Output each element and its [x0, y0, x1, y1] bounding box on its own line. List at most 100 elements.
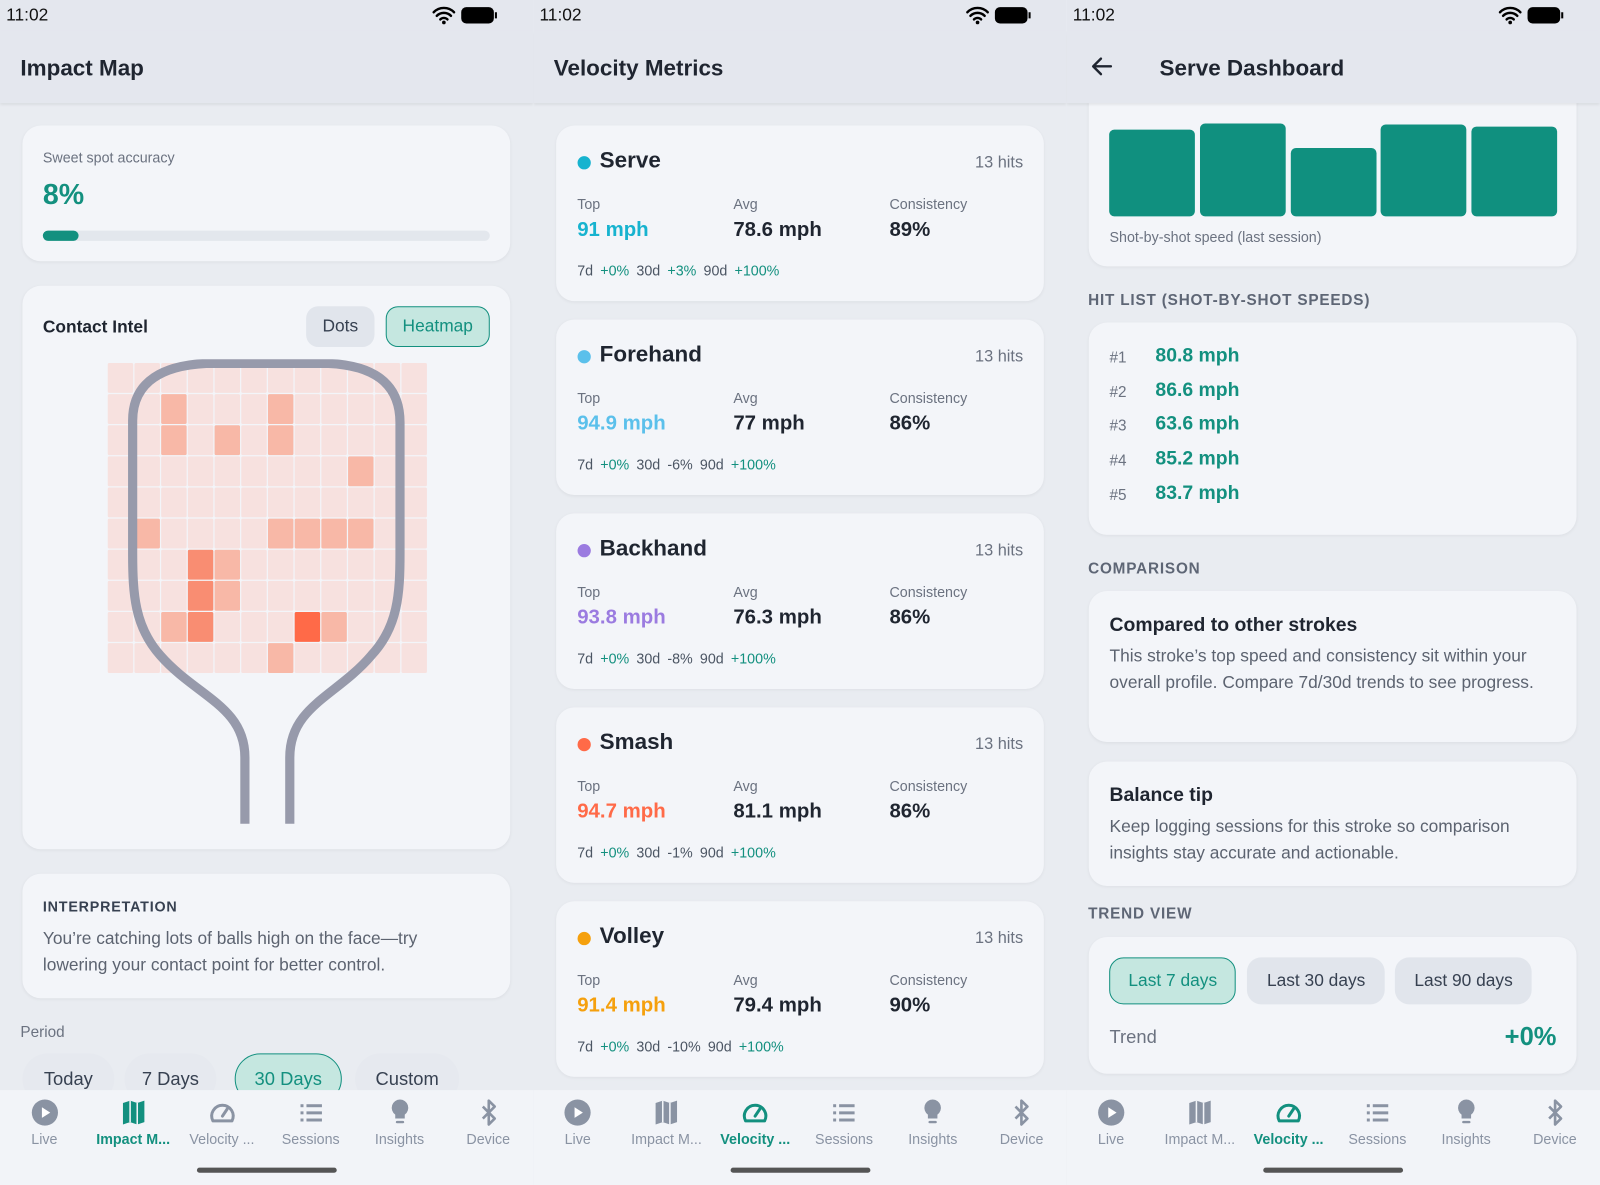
heatmap-cell — [134, 456, 160, 487]
trend-row: 7d +0% 30d -6% 90d +100% — [577, 456, 783, 472]
d7-label: 7d — [577, 844, 594, 861]
nav-item-impact-m[interactable]: Impact M... — [89, 1098, 178, 1147]
nav-item-impact-m[interactable]: Impact M... — [1155, 1098, 1244, 1147]
hit-rank: #5 — [1109, 486, 1127, 505]
heatmap-cell — [401, 580, 427, 611]
nav-label: Device — [1533, 1130, 1577, 1148]
heatmap-cell — [187, 456, 214, 487]
heatmap-cell — [294, 549, 321, 580]
nav-item-sessions[interactable]: Sessions — [800, 1098, 889, 1147]
heatmap-cell — [214, 612, 241, 642]
list-icon — [1366, 1104, 1389, 1122]
d90-change: +100% — [738, 1038, 784, 1055]
bottom-nav: Live Impact M... Velocity ... Sessions Insig… — [0, 1090, 534, 1185]
nav-item-velocity[interactable]: Velocity ... — [1244, 1098, 1333, 1147]
nav-label: Live — [31, 1130, 58, 1148]
consistency-label: Consistency — [889, 971, 968, 989]
bluetooth-icon — [1548, 1099, 1563, 1126]
nav-label: Impact M... — [96, 1130, 171, 1148]
heatmap-cell — [214, 394, 241, 424]
nav-item-insights[interactable]: Insights — [888, 1098, 977, 1147]
heatmap-cell — [348, 612, 374, 642]
avg-label: Avg — [733, 389, 758, 407]
stroke-name: Volley — [599, 922, 665, 949]
bottom-nav: Live Impact M... Velocity ... Sessions Insig… — [533, 1090, 1067, 1185]
d30-label: 30d — [636, 844, 661, 861]
stroke-card-backhand[interactable]: Backhand 13 hits Top 93.8 mph Avg 76.3 mph Con… — [555, 513, 1044, 689]
speed-chart-card: Shot-by-shot speed (last session) — [1089, 81, 1577, 267]
trend-option-last-7-days[interactable]: Last 7 days — [1109, 957, 1237, 1005]
contact-intel-card: Contact Intel Dots Heatmap — [22, 285, 511, 850]
status-icons — [1498, 6, 1565, 29]
heatmap-cell — [348, 456, 374, 487]
d7-change: +0% — [600, 456, 630, 473]
d90-change: +100% — [730, 456, 776, 473]
heatmap-cell — [214, 362, 241, 393]
nav-item-device[interactable]: Device — [444, 1098, 533, 1147]
heatmap-cell — [294, 362, 321, 393]
sweet-spot-label: Sweet spot accuracy — [42, 149, 175, 166]
toggle-dots[interactable]: Dots — [306, 306, 375, 348]
heatmap-cell — [241, 394, 267, 424]
d30-change: -6% — [667, 456, 693, 473]
comparison-card: Compared to other strokes This stroke’s t… — [1089, 590, 1577, 743]
stroke-card-serve[interactable]: Serve 13 hits Top 91 mph Avg 78.6 mph Consiste… — [555, 125, 1044, 302]
heatmap-cell — [294, 425, 321, 456]
app-header: Serve Dashboard — [1066, 30, 1600, 104]
heatmap-cell — [374, 549, 401, 580]
trend-row: 7d +0% 30d -1% 90d +100% — [577, 844, 783, 860]
nav-item-live[interactable]: Live — [1067, 1098, 1156, 1147]
nav-item-insights[interactable]: Insights — [355, 1098, 444, 1147]
nav-item-velocity[interactable]: Velocity ... — [178, 1098, 267, 1147]
heatmap-cell — [161, 580, 187, 611]
toggle-heatmap[interactable]: Heatmap — [385, 306, 490, 348]
stroke-name: Forehand — [599, 340, 702, 367]
consistency-label: Consistency — [889, 777, 968, 795]
speed-bar — [1199, 123, 1286, 217]
back-button[interactable] — [1089, 53, 1118, 82]
avg-value: 77 mph — [733, 412, 805, 435]
nav-item-insights[interactable]: Insights — [1422, 1098, 1511, 1147]
d90-label: 90d — [707, 1038, 732, 1055]
nav-item-velocity[interactable]: Velocity ... — [711, 1098, 800, 1147]
top-value: 91.4 mph — [577, 994, 666, 1017]
stroke-card-smash[interactable]: Smash 13 hits Top 94.7 mph Avg 81.1 mph Consis… — [555, 707, 1044, 883]
nav-item-live[interactable]: Live — [533, 1098, 622, 1147]
heatmap-cell — [401, 612, 427, 642]
d7-label: 7d — [577, 650, 594, 667]
heatmap-cell — [107, 394, 134, 424]
heatmap-cell — [214, 518, 241, 549]
nav-label: Live — [1097, 1130, 1125, 1148]
bottom-nav: Live Impact M... Velocity ... Sessions Insig… — [1066, 1090, 1600, 1185]
trend-option-last-30-days[interactable]: Last 30 days — [1247, 957, 1386, 1005]
consistency-label: Consistency — [889, 389, 968, 407]
nav-item-device[interactable]: Device — [977, 1098, 1066, 1147]
heatmap-cell — [134, 394, 160, 424]
comparison-heading: COMPARISON — [1088, 560, 1201, 578]
trend-option-last-90-days[interactable]: Last 90 days — [1395, 957, 1532, 1005]
hit-row: #2 86.6 mph — [1110, 379, 1549, 406]
stroke-card-volley[interactable]: Volley 13 hits Top 91.4 mph Avg 79.4 mph Consi… — [555, 901, 1044, 1077]
heatmap-cell — [241, 580, 267, 611]
trend-label: Trend — [1109, 1026, 1157, 1048]
heatmap-cell — [374, 425, 401, 456]
nav-item-impact-m[interactable]: Impact M... — [622, 1098, 711, 1147]
interpretation-text: You’re catching lots of balls high on th… — [42, 928, 418, 975]
heatmap-cell — [267, 549, 294, 580]
nav-item-live[interactable]: Live — [0, 1098, 89, 1147]
nav-item-device[interactable]: Device — [1511, 1098, 1600, 1147]
comparison-text: This stroke’s top speed and consistency … — [1109, 646, 1534, 693]
trend-row: 7d +0% 30d -10% 90d +100% — [577, 1038, 791, 1054]
stroke-card-forehand[interactable]: Forehand 13 hits Top 94.9 mph Avg 77 mph Consi… — [555, 319, 1044, 496]
top-label: Top — [577, 583, 601, 601]
heatmap-cell — [321, 643, 347, 674]
nav-item-sessions[interactable]: Sessions — [1333, 1098, 1422, 1147]
home-indicator — [1263, 1167, 1404, 1173]
nav-item-sessions[interactable]: Sessions — [266, 1098, 355, 1147]
trend-row: 7d +0% 30d -8% 90d +100% — [577, 650, 783, 666]
heatmap-cell — [241, 612, 267, 642]
balance-tip-title: Balance tip — [1109, 784, 1213, 807]
d90-change: +100% — [730, 650, 776, 667]
d30-label: 30d — [636, 262, 661, 279]
d90-label: 90d — [699, 844, 724, 861]
